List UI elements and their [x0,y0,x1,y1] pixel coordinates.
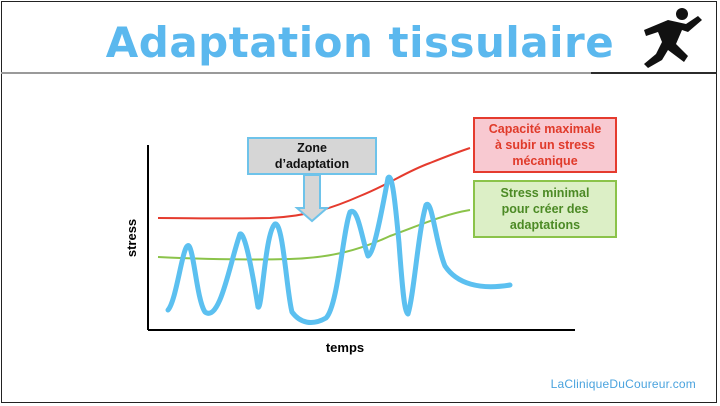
runner-icon [644,8,702,68]
footer-credit: LaCliniqueDuCoureur.com [550,377,696,391]
slide-title: Adaptation tissulaire [105,18,615,67]
x-axis-label: temps [326,340,364,355]
title-underline [1,72,591,74]
capacity-curve [157,147,471,220]
title-underline-accent [591,72,717,74]
capacity-annotation: Capacité maximale à subir un stress méca… [473,117,617,173]
zone-annotation: Zone d’adaptation [247,137,377,175]
y-axis-label: stress [124,219,139,257]
zone-arrow [294,174,330,223]
minimum-stress-annotation: Stress minimal pour créer des adaptation… [473,180,617,238]
stress-curve [165,174,513,326]
minimum-curve [157,209,471,261]
